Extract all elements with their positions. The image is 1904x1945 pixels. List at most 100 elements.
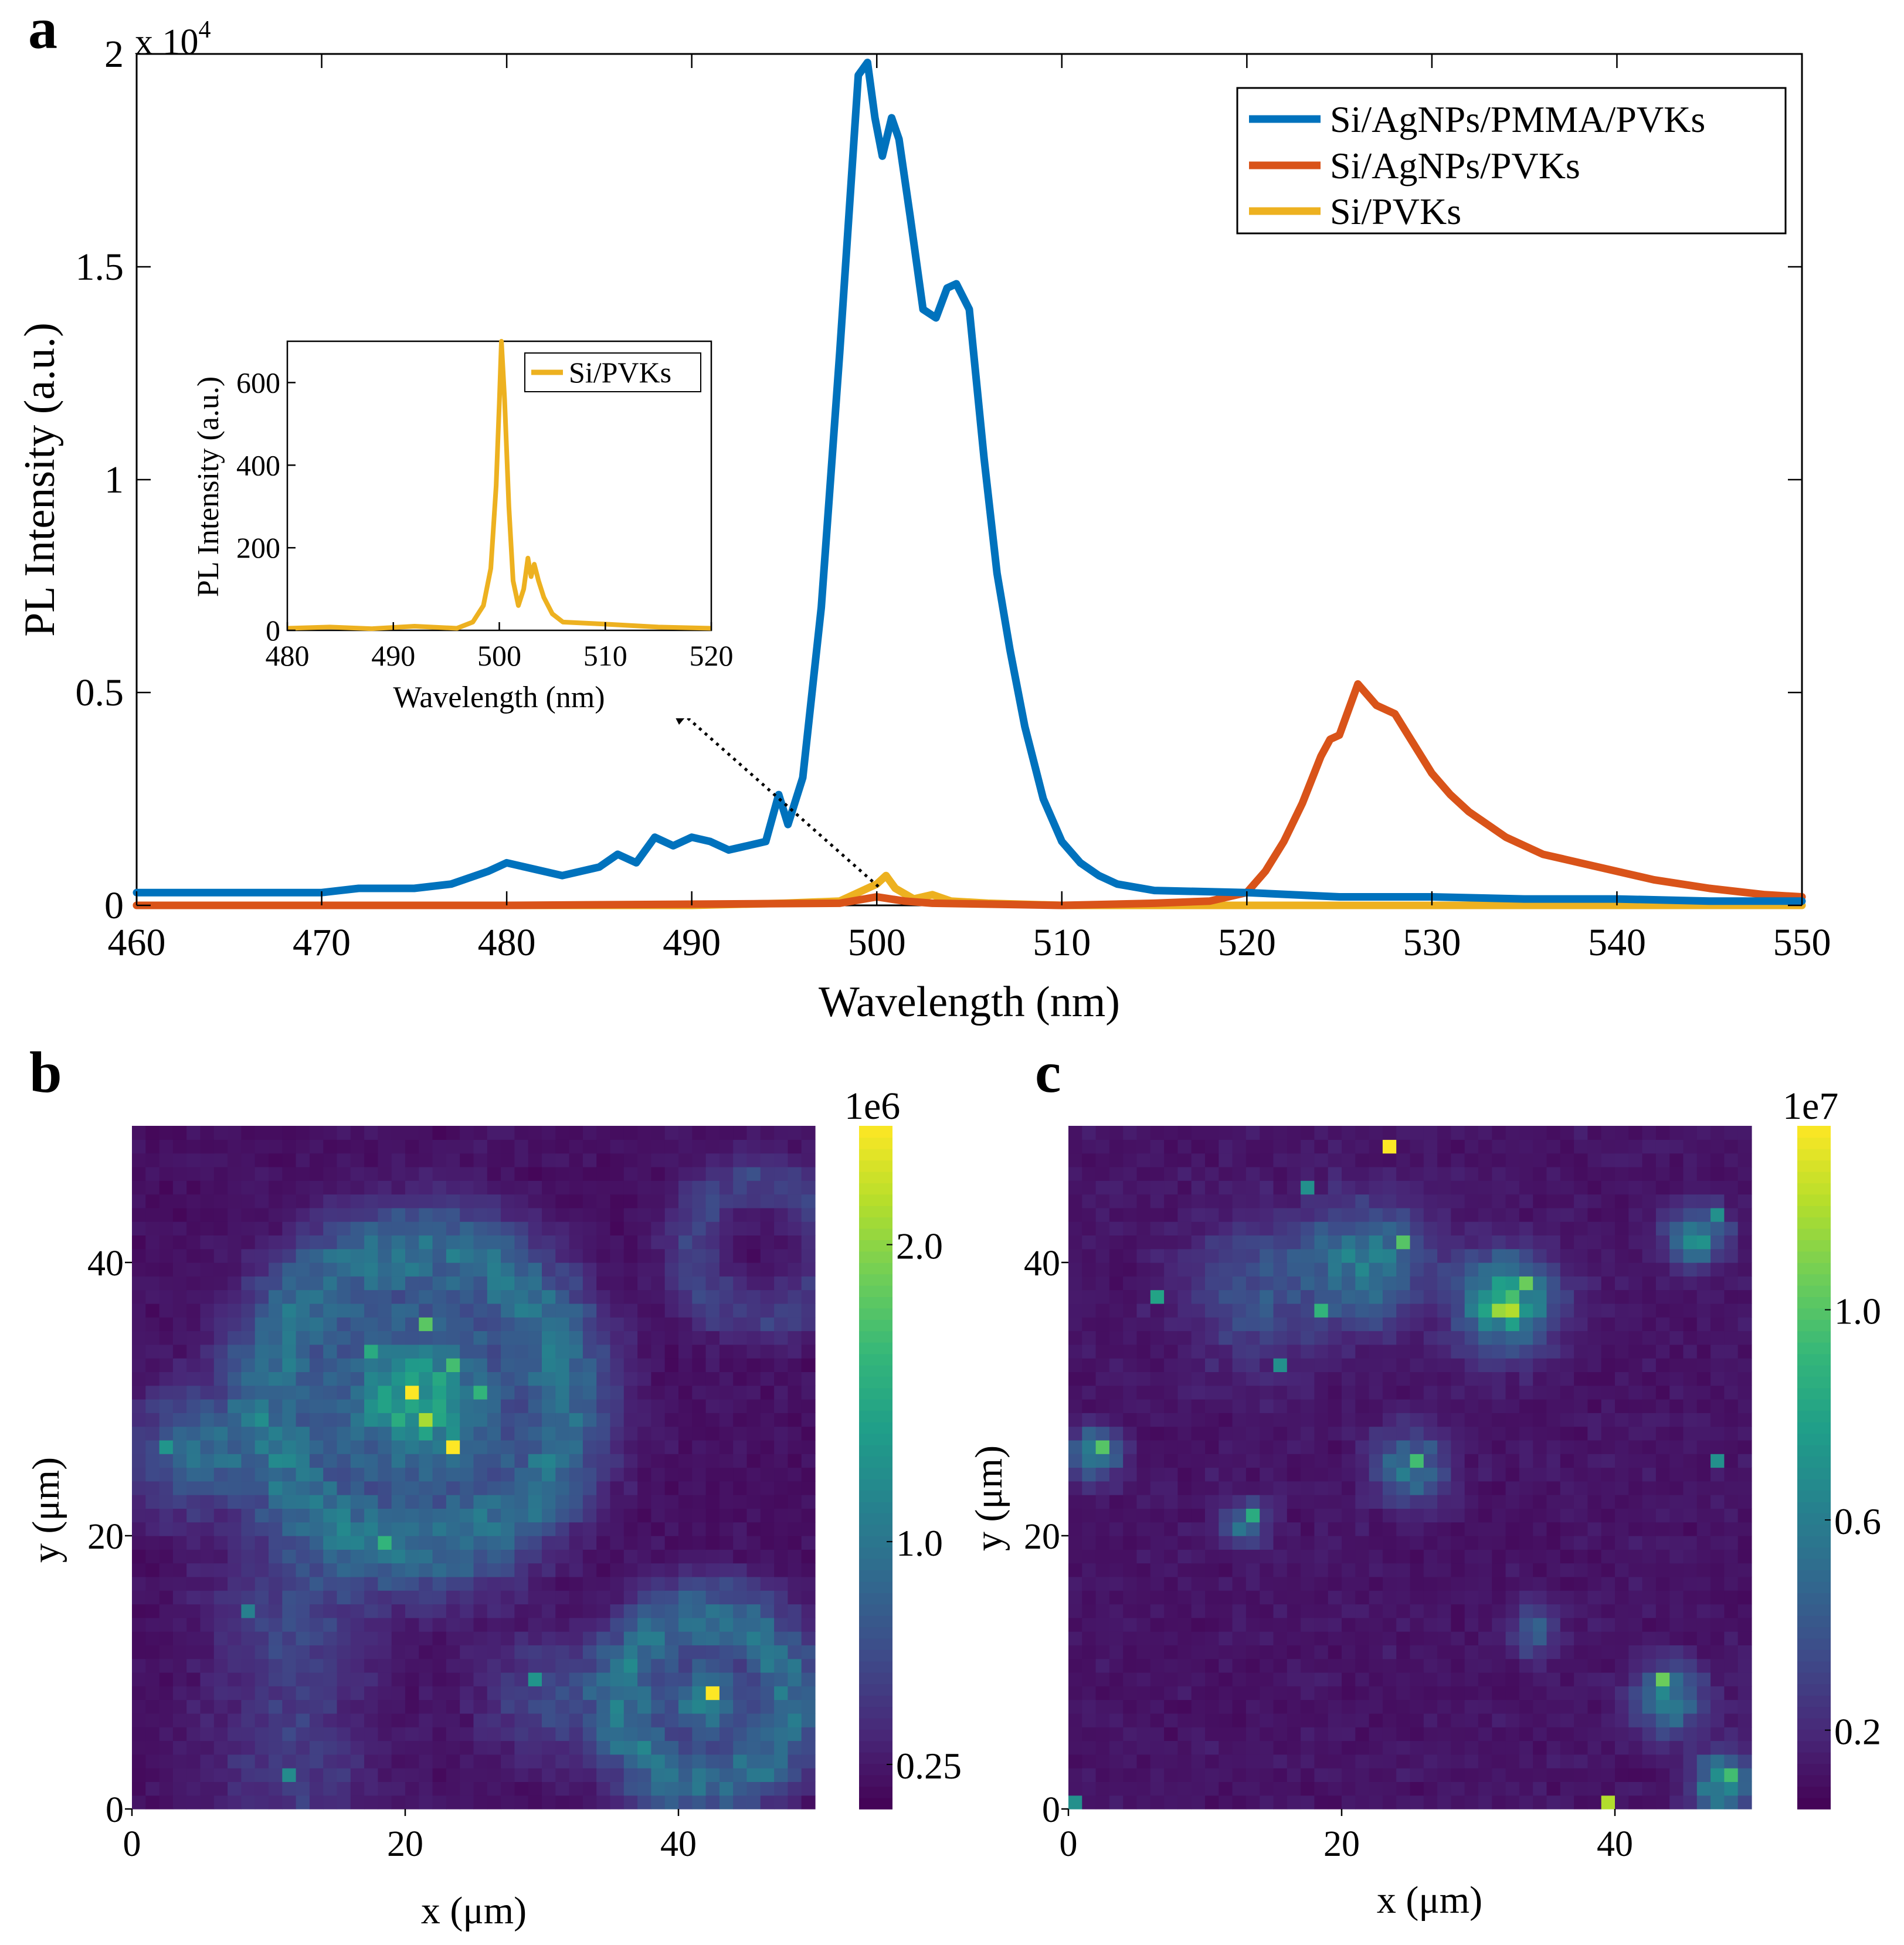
b-cell	[296, 1399, 310, 1413]
b-cell	[337, 1413, 351, 1427]
c-cell	[1355, 1727, 1370, 1742]
c-cell	[1245, 1330, 1260, 1345]
inset-x-tick-labels: 480 490 500 510 520	[266, 639, 734, 672]
c-cell	[1601, 1248, 1615, 1263]
c-cell	[1396, 1467, 1411, 1482]
b-cell	[692, 1481, 707, 1495]
c-cell	[1724, 1194, 1739, 1209]
c-cell	[1505, 1536, 1520, 1550]
c-cell	[1177, 1727, 1192, 1742]
b-cell	[337, 1303, 351, 1318]
c-cell	[1615, 1754, 1629, 1769]
b-cell	[678, 1207, 693, 1222]
b-cell	[309, 1781, 324, 1796]
b-cell	[309, 1699, 324, 1714]
c-cell	[1451, 1289, 1465, 1304]
c-cell	[1177, 1590, 1192, 1605]
b-cell	[528, 1563, 542, 1577]
c-cell	[1219, 1672, 1233, 1686]
c-cell	[1191, 1617, 1206, 1632]
b-cell	[664, 1262, 679, 1277]
c-cell	[1232, 1235, 1247, 1250]
b-cell	[460, 1781, 474, 1796]
c-cell	[1615, 1207, 1629, 1222]
b-cell	[405, 1604, 419, 1618]
b-cell	[213, 1658, 228, 1673]
b-cell	[637, 1617, 651, 1632]
b-cell	[241, 1631, 256, 1645]
c-cell	[1710, 1276, 1725, 1291]
b-cell	[186, 1658, 201, 1673]
b-cell	[460, 1658, 474, 1673]
c-cell	[1082, 1372, 1097, 1386]
b-cell	[446, 1754, 460, 1769]
c-cell	[1519, 1454, 1533, 1468]
c-cell	[1724, 1590, 1739, 1605]
c-cell	[1314, 1385, 1329, 1400]
b-cell	[228, 1139, 242, 1154]
c-cell	[1655, 1604, 1670, 1618]
c-cell	[1423, 1207, 1438, 1222]
b-cell	[364, 1440, 378, 1454]
b-cell	[145, 1781, 160, 1796]
c-cell	[1710, 1330, 1725, 1345]
c-cell	[1328, 1235, 1342, 1250]
b-cell	[200, 1440, 215, 1454]
c-cell	[1655, 1686, 1670, 1700]
b-cell	[514, 1180, 529, 1195]
c-cell	[1177, 1413, 1192, 1427]
c-cell	[1355, 1590, 1370, 1605]
c-cell	[1232, 1795, 1247, 1810]
b-cell	[186, 1180, 201, 1195]
b-cell	[569, 1372, 583, 1386]
b-cell	[460, 1686, 474, 1700]
c-cell	[1342, 1549, 1356, 1564]
b-cell	[651, 1426, 666, 1441]
c-cell	[1382, 1536, 1397, 1550]
b-colorbar-step	[859, 1797, 892, 1810]
b-cell	[446, 1413, 460, 1427]
b-cell	[309, 1631, 324, 1645]
b-cell	[213, 1126, 228, 1140]
spectrum-y-tick-label: 1	[104, 459, 124, 501]
b-cell	[337, 1754, 351, 1769]
b-cell	[514, 1481, 529, 1495]
c-cell	[1150, 1330, 1165, 1345]
b-cell	[487, 1221, 501, 1235]
b-cell	[282, 1289, 297, 1304]
c-cell	[1505, 1549, 1520, 1564]
c-cell	[1464, 1399, 1479, 1413]
b-cell	[678, 1139, 693, 1154]
b-cell	[200, 1426, 215, 1441]
c-cell	[1355, 1467, 1370, 1482]
b-cell	[528, 1536, 542, 1550]
b-cell	[296, 1754, 310, 1769]
b-cell	[705, 1686, 720, 1700]
b-cell	[473, 1126, 488, 1140]
c-cell	[1164, 1754, 1178, 1769]
c-cell	[1655, 1207, 1670, 1222]
c-cell	[1737, 1781, 1752, 1796]
b-cell	[473, 1549, 488, 1564]
c-cell	[1369, 1330, 1383, 1345]
c-cell	[1328, 1289, 1342, 1304]
b-cell	[309, 1727, 324, 1742]
b-cell	[788, 1262, 802, 1277]
c-cell	[1260, 1413, 1274, 1427]
b-cell	[337, 1536, 351, 1550]
c-cell	[1191, 1481, 1206, 1495]
b-cell	[487, 1604, 501, 1618]
c-cell	[1519, 1399, 1533, 1413]
b-cell	[145, 1686, 160, 1700]
c-cell	[1355, 1781, 1370, 1796]
b-cell	[473, 1508, 488, 1523]
c-cell	[1451, 1317, 1465, 1332]
b-cell	[159, 1221, 174, 1235]
b-cell	[788, 1658, 802, 1673]
c-cell	[1574, 1563, 1588, 1577]
c-cell	[1136, 1440, 1151, 1454]
c-cell	[1245, 1221, 1260, 1235]
b-cell	[582, 1180, 597, 1195]
b-cell	[514, 1207, 529, 1222]
c-cell	[1615, 1713, 1629, 1727]
